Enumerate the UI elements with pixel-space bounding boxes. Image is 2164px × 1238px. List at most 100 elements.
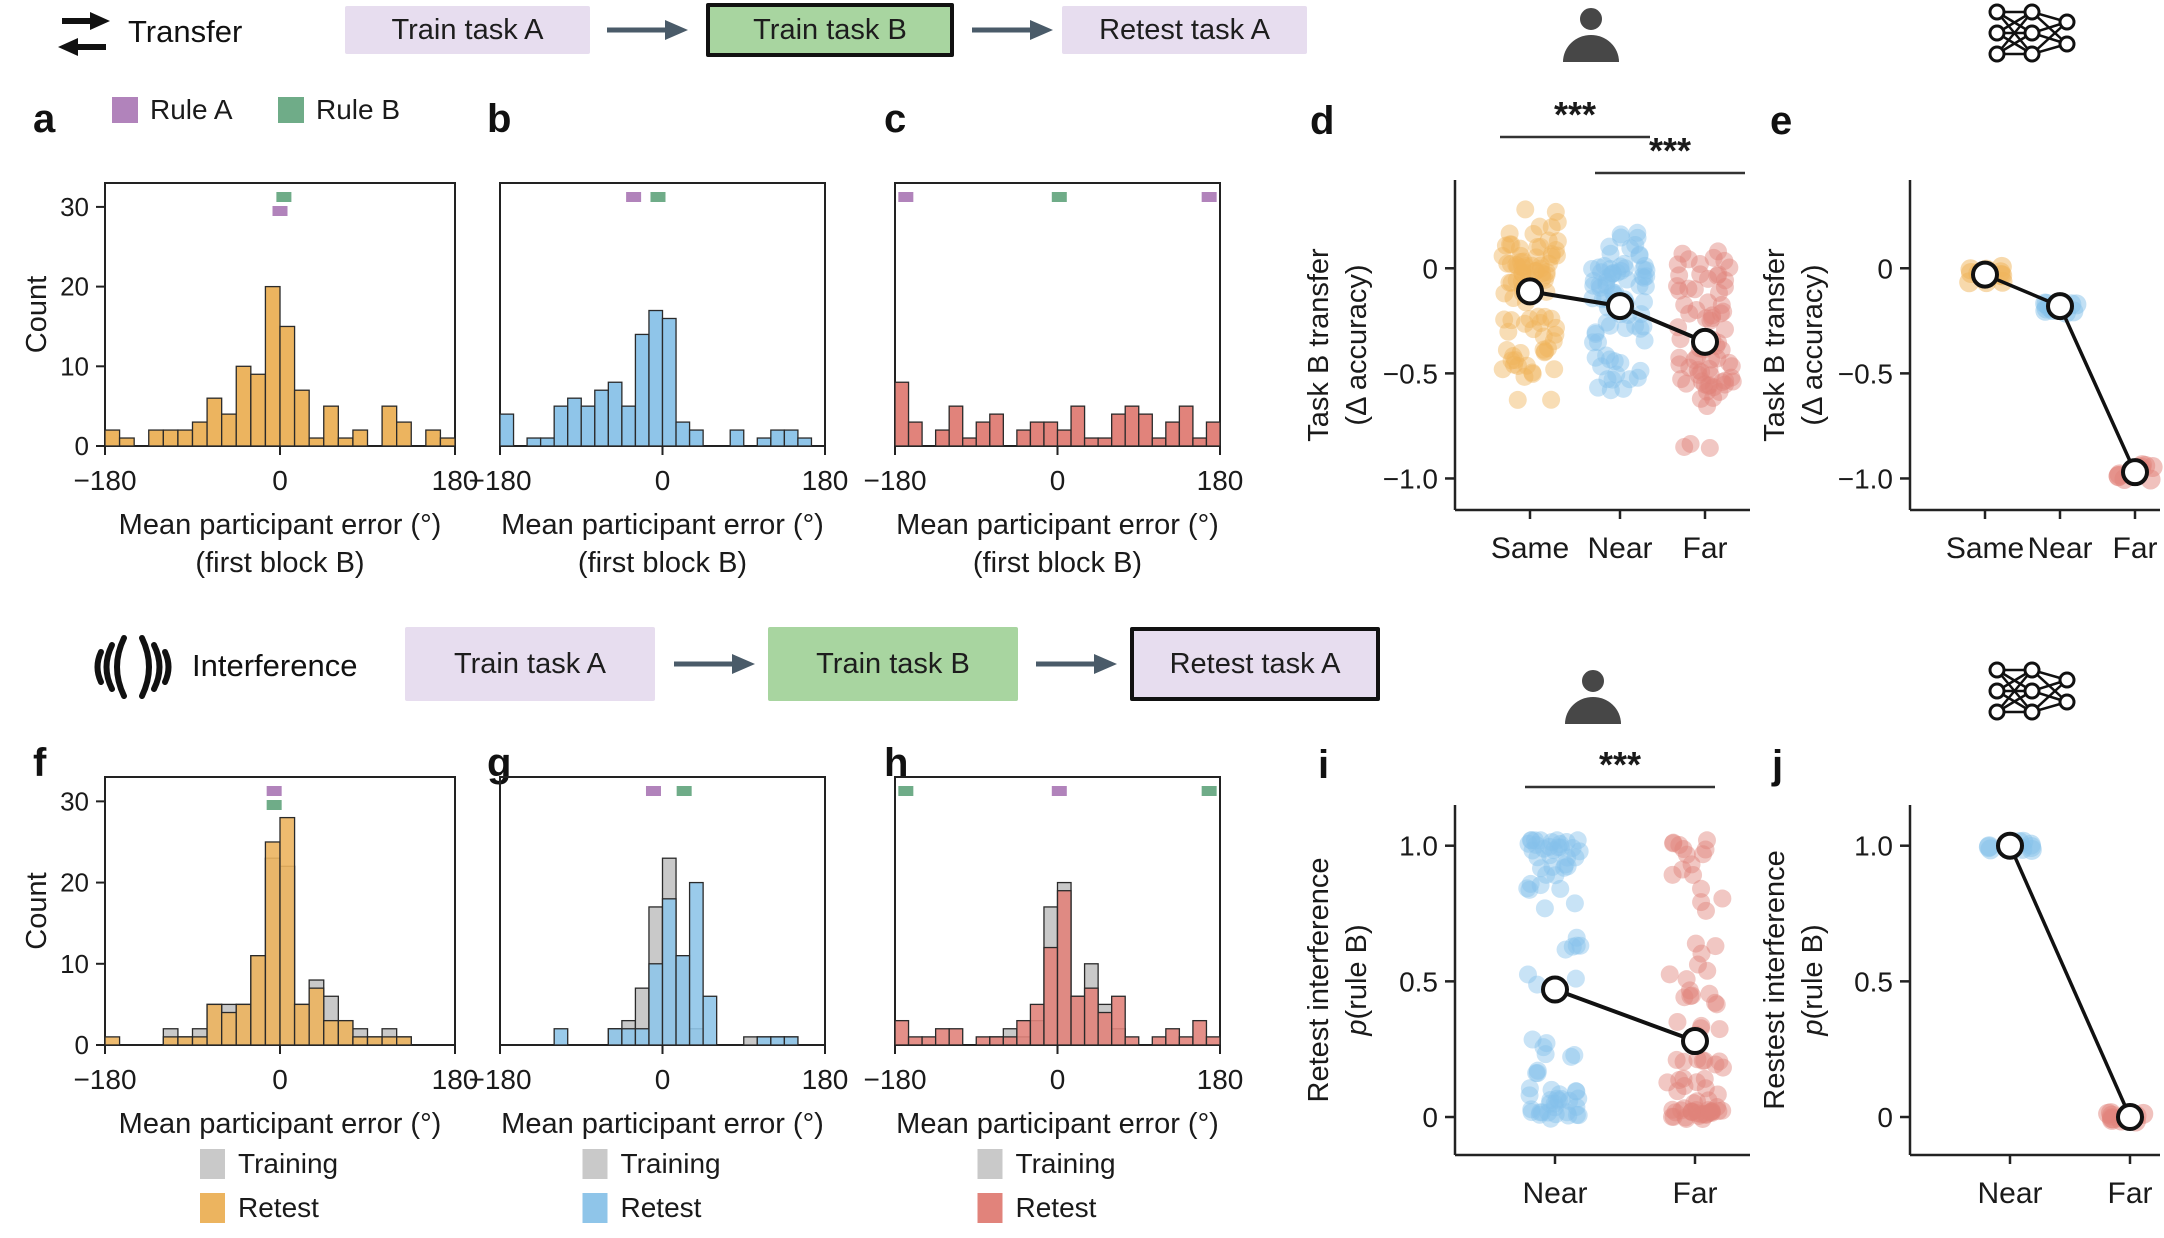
svg-text:180: 180 xyxy=(1197,465,1244,496)
svg-text:(first block B): (first block B) xyxy=(578,547,747,579)
svg-text:0: 0 xyxy=(1877,1102,1893,1133)
svg-text:***: *** xyxy=(1599,744,1641,785)
panel-letter-d: d xyxy=(1310,99,1335,143)
svg-text:20: 20 xyxy=(60,868,89,898)
panel-j-line-plot: 1.0 0.5 0 Restest interference p(rule B) Near… xyxy=(1759,805,2160,1210)
svg-text:Same: Same xyxy=(1491,532,1569,565)
svg-text:Mean participant error (°): Mean participant error (°) xyxy=(501,509,824,541)
person-icon xyxy=(1565,665,1621,724)
svg-text:Far: Far xyxy=(1683,532,1728,565)
svg-text:(first block B): (first block B) xyxy=(973,547,1142,579)
svg-text:1.0: 1.0 xyxy=(1399,831,1438,862)
interference-waves-icon xyxy=(94,635,172,699)
panel-e-line-plot: 0 −0.5 −1.0 Task B transfer (Δ accuracy) Same… xyxy=(1759,180,2163,565)
svg-text:0: 0 xyxy=(272,465,288,496)
svg-text:30: 30 xyxy=(60,192,89,222)
interference-flow-label: Interference xyxy=(192,648,358,683)
svg-text:−180: −180 xyxy=(863,1064,926,1095)
svg-text:−0.5: −0.5 xyxy=(1383,358,1438,389)
svg-text:Count: Count xyxy=(21,872,53,949)
svg-text:***: *** xyxy=(1554,94,1596,135)
svg-text:−180: −180 xyxy=(468,1064,531,1095)
svg-text:−180: −180 xyxy=(468,465,531,496)
flow-arrow-icon xyxy=(607,20,688,40)
svg-text:10: 10 xyxy=(60,351,89,381)
svg-text:0: 0 xyxy=(1422,253,1438,284)
svg-text:0: 0 xyxy=(655,1064,671,1095)
svg-text:Near: Near xyxy=(1522,1177,1587,1210)
flow-arrow-icon xyxy=(1036,654,1117,674)
svg-text:Retest: Retest xyxy=(621,1192,702,1223)
svg-text:0: 0 xyxy=(1050,465,1066,496)
panel-h-histogram: −180 0 180 Mean participant error (°) Traini… xyxy=(863,776,1244,1223)
svg-text:p(rule B): p(rule B) xyxy=(1797,924,1829,1036)
svg-text:Near: Near xyxy=(1977,1177,2042,1210)
panel-f-histogram: 0 10 20 30 Count −180 0 180 Mean participant err… xyxy=(21,776,478,1223)
flow-arrow-icon xyxy=(972,20,1053,40)
neural-network-icon xyxy=(1988,3,2076,63)
svg-text:Mean participant error (°): Mean participant error (°) xyxy=(896,1108,1219,1140)
svg-text:0: 0 xyxy=(1050,1064,1066,1095)
svg-text:***: *** xyxy=(1649,130,1691,171)
svg-text:p(rule B): p(rule B) xyxy=(1341,924,1373,1036)
svg-text:0.5: 0.5 xyxy=(1399,966,1438,997)
svg-text:Same: Same xyxy=(1946,532,2024,565)
svg-text:Rule B: Rule B xyxy=(316,94,400,125)
svg-text:Training: Training xyxy=(238,1148,338,1179)
svg-text:180: 180 xyxy=(802,465,849,496)
panel-b-histogram: −180 0 180 Mean participant error (°) (first… xyxy=(468,182,849,579)
svg-text:Near: Near xyxy=(2027,532,2092,565)
panel-letter-b: b xyxy=(487,97,512,141)
panel-c-histogram: −180 0 180 Mean participant error (°) (first… xyxy=(863,182,1244,579)
svg-text:30: 30 xyxy=(60,786,89,816)
svg-text:Mean participant error (°): Mean participant error (°) xyxy=(119,1108,442,1140)
svg-text:Mean participant error (°): Mean participant error (°) xyxy=(501,1108,824,1140)
svg-text:Near: Near xyxy=(1587,532,1652,565)
person-icon xyxy=(1563,3,1619,62)
svg-text:−0.5: −0.5 xyxy=(1838,358,1893,389)
svg-text:0: 0 xyxy=(272,1064,288,1095)
svg-text:0: 0 xyxy=(1877,253,1893,284)
svg-text:Training: Training xyxy=(1016,1148,1116,1179)
flow-box-retest-task-a: Retest task A xyxy=(1062,6,1307,54)
svg-text:Mean participant error (°): Mean participant error (°) xyxy=(119,509,442,541)
svg-text:20: 20 xyxy=(60,272,89,302)
svg-text:0.5: 0.5 xyxy=(1854,966,1893,997)
svg-text:(Δ accuracy): (Δ accuracy) xyxy=(1341,264,1373,425)
panel-letter-e: e xyxy=(1770,99,1793,143)
transfer-flow-label: Transfer xyxy=(128,14,243,49)
flow-box-train-task-a: Train task A xyxy=(405,627,655,701)
svg-text:−1.0: −1.0 xyxy=(1383,463,1438,494)
svg-text:1.0: 1.0 xyxy=(1854,831,1893,862)
transfer-arrows-icon xyxy=(58,12,110,56)
svg-text:(Δ accuracy): (Δ accuracy) xyxy=(1797,264,1829,425)
svg-text:−180: −180 xyxy=(73,1064,136,1095)
svg-text:0: 0 xyxy=(655,465,671,496)
panel-a-histogram: 0 10 20 30 Count −180 0 180 Mean participant err… xyxy=(21,94,478,579)
panel-g-histogram: −180 0 180 Mean participant error (°) Traini… xyxy=(468,776,849,1223)
flow-box-train-task-a: Train task A xyxy=(345,6,590,54)
svg-text:Restest interference: Restest interference xyxy=(1759,850,1791,1110)
svg-text:Training: Training xyxy=(621,1148,721,1179)
flow-arrow-icon xyxy=(674,654,755,674)
panel-letter-c: c xyxy=(884,97,907,141)
neural-network-icon xyxy=(1988,661,2076,721)
panel-letter-a: a xyxy=(33,97,56,141)
flow-box-train-task-b: Train task B xyxy=(706,3,954,57)
panel-d-strip-plot: 0 −0.5 −1.0 Task B transfer (Δ accuracy) Same… xyxy=(1303,94,1750,565)
svg-text:180: 180 xyxy=(1197,1064,1244,1095)
svg-text:−180: −180 xyxy=(863,465,926,496)
svg-text:Task B transfer: Task B transfer xyxy=(1303,248,1335,442)
svg-text:0: 0 xyxy=(75,431,89,461)
panel-letter-f: f xyxy=(33,741,47,785)
svg-text:Count: Count xyxy=(21,276,53,353)
svg-text:180: 180 xyxy=(432,465,479,496)
svg-text:Mean participant error (°): Mean participant error (°) xyxy=(896,509,1219,541)
svg-text:(first block B): (first block B) xyxy=(195,547,364,579)
svg-text:0: 0 xyxy=(1422,1102,1438,1133)
svg-text:−1.0: −1.0 xyxy=(1838,463,1893,494)
svg-text:Retest: Retest xyxy=(238,1192,319,1223)
svg-text:180: 180 xyxy=(802,1064,849,1095)
svg-text:Far: Far xyxy=(2113,532,2158,565)
